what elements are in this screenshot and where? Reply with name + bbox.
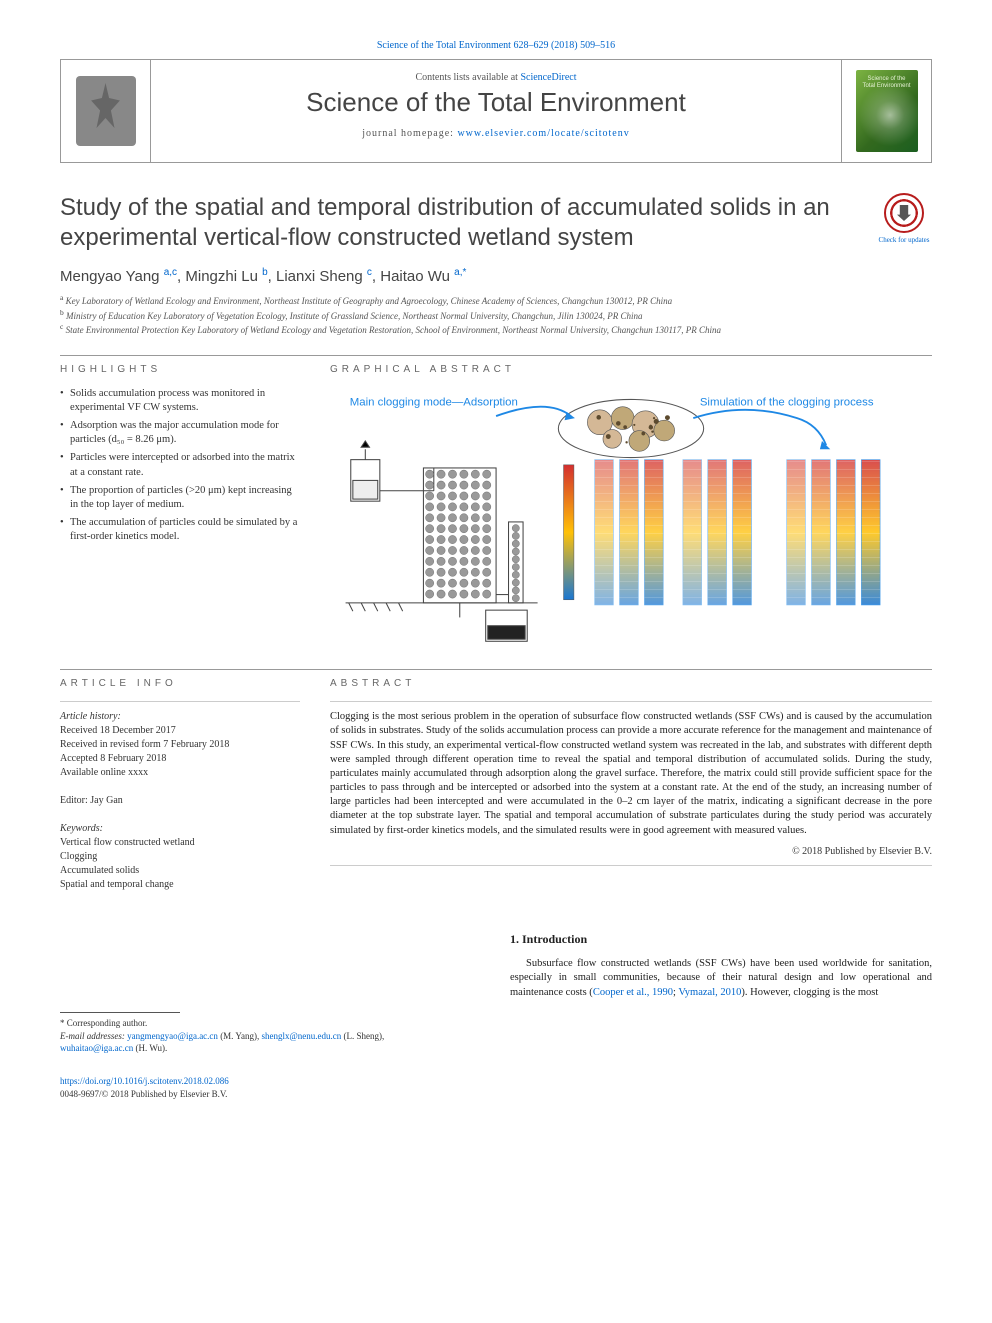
abstract-heading: ABSTRACT [330,678,932,689]
corresponding-author-label: * Corresponding author. [60,1017,480,1030]
keyword: Vertical flow constructed wetland [60,836,300,850]
check-updates-badge[interactable]: Check for updates [876,193,932,245]
article-history-label: Article history: [60,710,300,724]
journal-meta-top: Science of the Total Environment 628–629… [60,40,932,51]
highlight-item: Adsorption was the major accumulation mo… [60,419,300,447]
svg-text:Simulation of the clogging pro: Simulation of the clogging process [700,396,874,408]
citation-link[interactable]: Cooper et al., 1990 [593,987,673,998]
homepage-link[interactable]: www.elsevier.com/locate/scitotenv [457,128,629,139]
email-link[interactable]: wuhaitao@iga.ac.cn [60,1043,133,1053]
affiliation: c State Environmental Protection Key Lab… [60,322,932,337]
introduction-heading: 1. Introduction [510,932,932,947]
intro-post: ). However, clogging is the most [741,987,878,998]
cover-line2: Total Environment [862,83,910,89]
homepage-line: journal homepage: www.elsevier.com/locat… [161,128,831,139]
graphical-abstract-svg: Main clogging mode—Adsorption Simulation… [330,387,932,646]
divider [330,701,932,702]
divider [60,701,300,702]
issn-line: 0048-9697/© 2018 Published by Elsevier B… [60,1089,227,1099]
citation-link[interactable]: Vymazal, 2010 [678,987,741,998]
doi-link[interactable]: https://doi.org/10.1016/j.scitotenv.2018… [60,1076,229,1086]
highlight-item: Solids accumulation process was monitore… [60,387,300,415]
abstract-text: Clogging is the most serious problem in … [330,710,932,838]
cover-thumbnail-icon: Science of the Total Environment [856,70,918,152]
crossmark-icon [884,193,924,233]
authors: Mengyao Yang a,c, Mingzhi Lu b, Lianxi S… [60,267,932,285]
check-updates-label: Check for updates [876,237,932,245]
cover-line1: Science of the [867,76,905,82]
highlights-list: Solids accumulation process was monitore… [60,387,300,545]
footnote-rule [60,1012,180,1013]
divider [60,355,932,356]
divider [60,669,932,670]
homepage-prefix: journal homepage: [362,128,457,139]
journal-title: Science of the Total Environment [161,87,831,118]
keyword: Spatial and temporal change [60,878,300,892]
history-line: Available online xxxx [60,766,300,780]
graphical-abstract: Main clogging mode—Adsorption Simulation… [330,387,932,651]
editor-label: Editor: [60,795,88,806]
highlight-item: The proportion of particles (>20 μm) kep… [60,484,300,512]
email-link[interactable]: shenglx@nenu.edu.cn [261,1031,341,1041]
email-who: (L. Sheng) [341,1031,382,1041]
highlights-heading: HIGHLIGHTS [60,364,300,375]
sciencedirect-link[interactable]: ScienceDirect [520,72,576,83]
elsevier-tree-icon [76,76,136,146]
affiliation: a Key Laboratory of Wetland Ecology and … [60,293,932,308]
highlight-item: The accumulation of particles could be s… [60,516,300,544]
introduction-text: Subsurface flow constructed wetlands (SS… [510,957,932,1000]
publisher-logo [61,60,151,162]
email-link[interactable]: yangmengyao@iga.ac.cn [127,1031,218,1041]
article-title: Study of the spatial and temporal distri… [60,193,856,253]
history-line: Received 18 December 2017 [60,724,300,738]
divider [330,865,932,866]
copyright: © 2018 Published by Elsevier B.V. [330,846,932,857]
journal-header: Contents lists available at ScienceDirec… [60,59,932,163]
affiliation: b Ministry of Education Key Laboratory o… [60,308,932,323]
history-line: Received in revised form 7 February 2018 [60,738,300,752]
email-who: (H. Wu) [133,1043,165,1053]
contents-prefix: Contents lists available at [415,72,520,83]
contents-line: Contents lists available at ScienceDirec… [161,72,831,83]
keywords-label: Keywords: [60,822,300,836]
highlight-item: Particles were intercepted or adsorbed i… [60,451,300,479]
editor-name: Jay Gan [90,795,123,806]
svg-text:Main clogging mode—Adsorption: Main clogging mode—Adsorption [350,396,518,408]
keyword: Clogging [60,850,300,864]
email-label: E-mail addresses: [60,1031,125,1041]
email-who: (M. Yang) [218,1031,257,1041]
keyword: Accumulated solids [60,864,300,878]
article-info-heading: ARTICLE INFO [60,678,300,689]
graphical-abstract-heading: GRAPHICAL ABSTRACT [330,364,932,375]
history-line: Accepted 8 February 2018 [60,752,300,766]
journal-cover: Science of the Total Environment [841,60,931,162]
